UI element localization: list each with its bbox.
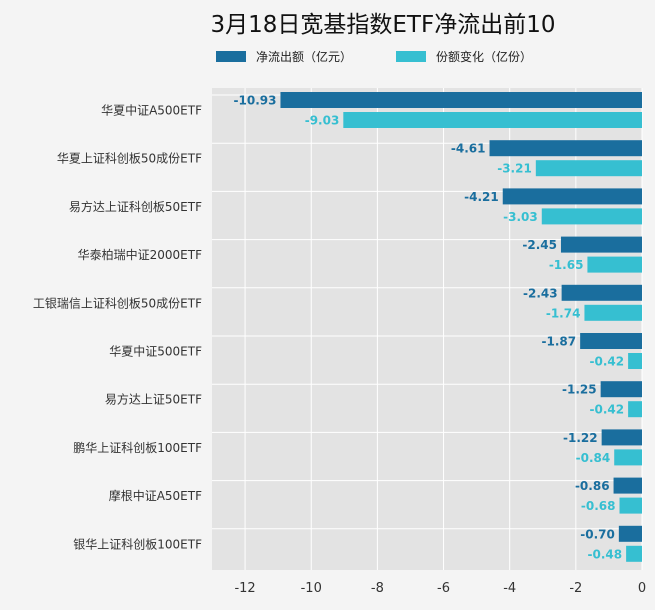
bar-net-outflow (600, 381, 642, 398)
legend-label-outflow: 净流出额（亿元） (256, 49, 352, 64)
bar-net-outflow (560, 236, 642, 253)
legend-label-share-change: 份额变化（亿份） (436, 49, 532, 64)
bar-net-outflow (613, 477, 642, 494)
legend-swatch-share-change (396, 51, 426, 62)
x-tick-label: -8 (371, 581, 384, 596)
data-label-share-change: -0.68 (581, 499, 616, 513)
data-label-net-outflow: -0.70 (580, 527, 615, 541)
data-label-share-change: -9.03 (305, 114, 340, 128)
data-label-share-change: -0.42 (590, 403, 625, 417)
category-label: 华夏中证500ETF (109, 344, 202, 359)
category-label: 易方达上证科创板50ETF (69, 199, 202, 214)
x-tick-label: -2 (569, 581, 582, 596)
data-label-share-change: -3.03 (503, 210, 538, 224)
chart-title: 3月18日宽基指数ETF净流出前10 (211, 12, 556, 38)
bar-net-outflow (618, 525, 642, 542)
bar-share-change (619, 497, 642, 514)
legend: 净流出额（亿元） 份额变化（亿份） (216, 49, 532, 64)
bar-share-change (614, 449, 642, 466)
bar-share-change (541, 208, 642, 225)
bar-share-change (628, 353, 642, 369)
data-label-net-outflow: -0.86 (575, 479, 610, 493)
data-label-net-outflow: -2.45 (522, 238, 557, 252)
category-label: 华泰柏瑞中证2000ETF (78, 247, 202, 262)
data-label-net-outflow: -1.87 (542, 335, 577, 349)
category-label: 工银瑞信上证科创板50成份ETF (33, 296, 202, 310)
category-axis: 华夏中证A500ETF 华夏上证科创板50成份ETF 易方达上证科创板50ETF 华泰… (33, 103, 202, 552)
data-label-share-change: -1.74 (546, 306, 581, 320)
x-tick-label: -12 (234, 581, 255, 596)
data-label-net-outflow: -10.93 (234, 94, 277, 108)
bar-net-outflow (601, 429, 642, 446)
x-tick-label: -6 (437, 581, 450, 596)
bar-share-change (626, 545, 642, 562)
data-label-share-change: -1.65 (549, 258, 584, 272)
bar-net-outflow (580, 333, 642, 349)
value-axis: -12 -10 -8 -6 -4 -2 0 (234, 581, 646, 596)
bar-net-outflow (561, 284, 642, 301)
bar-share-change (535, 160, 642, 177)
bar-share-change (587, 256, 642, 273)
bars (280, 92, 642, 562)
bar-net-outflow (280, 92, 642, 108)
data-label-share-change: -3.21 (497, 162, 532, 176)
data-label-net-outflow: -1.25 (562, 383, 597, 397)
category-label: 鹏华上证科创板100ETF (73, 441, 202, 455)
x-tick-label: 0 (638, 581, 646, 596)
bar-net-outflow (489, 140, 642, 157)
bar-net-outflow (502, 188, 642, 205)
category-label: 易方达上证50ETF (105, 392, 202, 407)
category-label: 华夏上证科创板50成份ETF (57, 152, 202, 166)
data-label-net-outflow: -4.61 (451, 142, 486, 156)
data-label-share-change: -0.84 (576, 451, 611, 465)
x-tick-label: -4 (503, 581, 516, 596)
data-label-net-outflow: -4.21 (464, 190, 499, 204)
legend-swatch-outflow (216, 51, 246, 62)
data-label-net-outflow: -2.43 (523, 286, 558, 300)
bar-share-change (584, 304, 642, 321)
bar-share-change (628, 401, 642, 418)
data-label-net-outflow: -1.22 (563, 431, 598, 445)
x-tick-label: -10 (301, 581, 322, 596)
data-label-share-change: -0.42 (590, 355, 625, 369)
bar-share-change (343, 112, 642, 128)
category-label: 摩根中证A50ETF (109, 488, 202, 503)
data-labels: -10.93 -9.03 -4.61 -3.21 -4.21 -3.03 -2.45 -1.6… (234, 94, 625, 562)
category-label: 华夏中证A500ETF (101, 103, 202, 118)
data-label-share-change: -0.48 (588, 547, 623, 561)
category-label: 银华上证科创板100ETF (73, 537, 202, 551)
